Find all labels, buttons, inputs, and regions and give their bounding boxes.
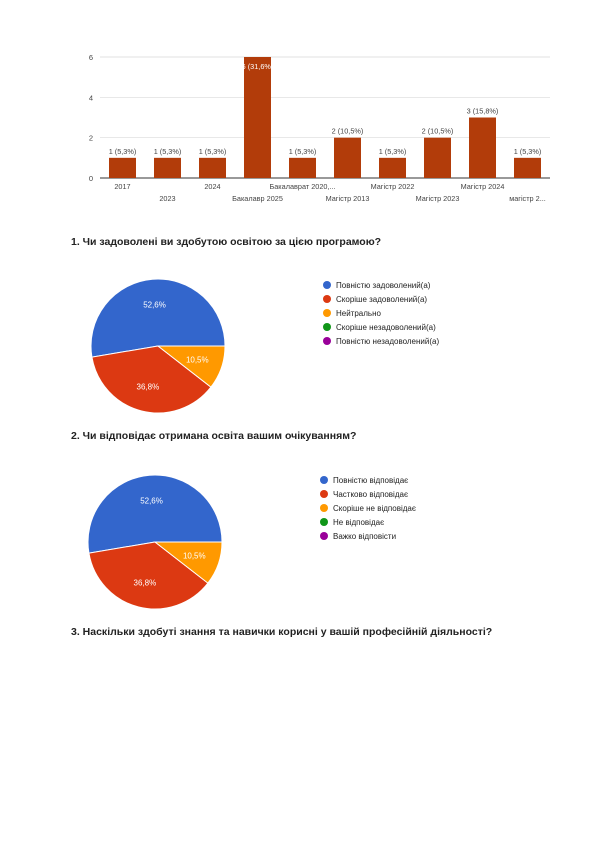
legend-item: Скоріше незадоволений(а) [323, 320, 439, 334]
bar [289, 157, 316, 178]
x-tick-label: 2024 [204, 182, 220, 191]
y-tick-label: 4 [89, 93, 93, 102]
bar [109, 157, 136, 178]
bar-data-label: 6 (31,6%) [242, 62, 274, 71]
pie-chart-expectations: 52,6% 36,8% 10,5% [87, 474, 223, 610]
x-tick-label: Бакалаврат 2020,... [269, 182, 335, 191]
legend-swatch [323, 281, 331, 289]
legend-item: Важко відповісти [320, 529, 416, 543]
bar [469, 117, 496, 178]
bar-data-label: 1 (5,3%) [154, 147, 182, 156]
bar-data-label: 1 (5,3%) [289, 147, 317, 156]
legend-swatch [323, 323, 331, 331]
legend-label: Скоріше незадоволений(а) [336, 322, 436, 332]
legend-label: Не відповідає [333, 517, 385, 527]
pie-chart-satisfaction: 52,6% 36,8% 10,5% [90, 278, 226, 414]
x-tick-label: 2023 [159, 194, 175, 203]
y-tick-label: 6 [89, 53, 93, 62]
pie-slice [91, 345, 212, 414]
bar [514, 157, 541, 178]
pie-data-label: 10,5% [186, 355, 209, 364]
pie-data-label: 10,5% [183, 551, 206, 560]
legend-label: Повністю задоволений(а) [336, 280, 431, 290]
pie-slice [90, 278, 226, 358]
legend-label: Повністю незадоволений(а) [336, 336, 440, 346]
bar [424, 137, 451, 178]
pie-data-label: 52,6% [143, 301, 166, 310]
x-tick-label: 2017 [114, 182, 130, 191]
legend-label: Скоріше задоволений(а) [336, 294, 428, 304]
bar [199, 157, 226, 178]
x-tick-label: магістр 2... [509, 194, 546, 203]
pie-slice [87, 474, 223, 554]
pie-slice [88, 541, 209, 610]
bar-data-label: 1 (5,3%) [379, 147, 407, 156]
legend-item: Не відповідає [320, 515, 416, 529]
legend-item: Скоріше задоволений(а) [323, 292, 439, 306]
x-tick-label: Магістр 2023 [416, 194, 460, 203]
legend-swatch [323, 309, 331, 317]
legend-item: Повністю задоволений(а) [323, 278, 439, 292]
x-tick-label: Магістр 2024 [461, 182, 505, 191]
question-3-title: 3. Наскільки здобуті знання та навички к… [71, 626, 493, 638]
bar [154, 157, 181, 178]
bar-data-label: 1 (5,3%) [199, 147, 227, 156]
bar-data-label: 3 (15,8%) [467, 107, 499, 116]
legend-swatch [320, 504, 328, 512]
pie-data-label: 36,8% [134, 578, 157, 587]
legend-label: Нейтрально [336, 308, 381, 318]
bar-data-label: 1 (5,3%) [514, 147, 542, 156]
pie-data-label: 52,6% [140, 497, 163, 506]
legend-swatch [323, 295, 331, 303]
y-tick-label: 2 [89, 134, 93, 143]
legend-swatch [320, 476, 328, 484]
bar-chart: 0 2 4 6 1 (5,3%) 2017 1 (5,3%) 2023 1 (5,3%) 2024… [89, 53, 550, 203]
bar [244, 57, 271, 178]
x-tick-label: Магістр 2013 [326, 194, 370, 203]
bar [379, 157, 406, 178]
legend-item: Повністю відповідає [320, 473, 416, 487]
legend-label: Важко відповісти [333, 531, 397, 541]
pie-data-label: 36,8% [137, 382, 160, 391]
legend-expectations: Повністю відповідає Частково відповідає Ск… [320, 473, 416, 543]
bar-data-label: 1 (5,3%) [109, 147, 137, 156]
bar [334, 137, 361, 178]
legend-label: Скоріше не відповідає [333, 503, 416, 513]
legend-swatch [320, 490, 328, 498]
question-1-title: 1. Чи задоволені ви здобутою освітою за … [71, 236, 382, 248]
pie-slice [153, 541, 223, 584]
legend-item: Скоріше не відповідає [320, 501, 416, 515]
question-2-title: 2. Чи відповідає отримана освіта вашим о… [71, 430, 357, 442]
legend-item: Повністю незадоволений(а) [323, 334, 439, 348]
legend-swatch [323, 337, 331, 345]
legend-item: Частково відповідає [320, 487, 416, 501]
legend-swatch [320, 518, 328, 526]
bar-data-label: 2 (10,5%) [422, 127, 454, 136]
x-tick-label: Бакалавр 2025 [232, 194, 283, 203]
x-tick-label: Магістр 2022 [371, 182, 415, 191]
pie-slice [156, 345, 226, 388]
legend-satisfaction: Повністю задоволений(а) Скоріше задоволен… [323, 278, 439, 348]
y-tick-label: 0 [89, 174, 93, 183]
bar-data-label: 2 (10,5%) [332, 127, 364, 136]
legend-swatch [320, 532, 328, 540]
legend-label: Повністю відповідає [333, 475, 409, 485]
legend-item: Нейтрально [323, 306, 439, 320]
legend-label: Частково відповідає [333, 489, 409, 499]
